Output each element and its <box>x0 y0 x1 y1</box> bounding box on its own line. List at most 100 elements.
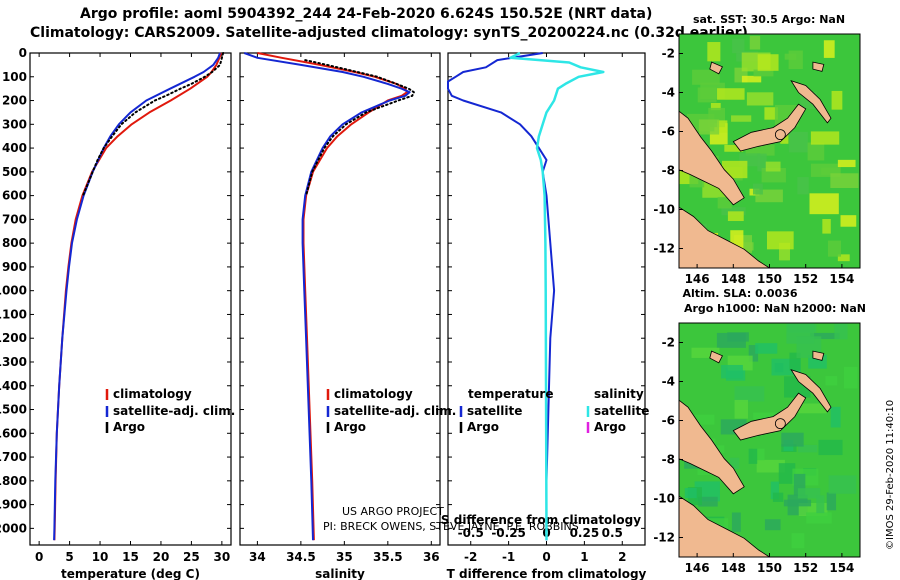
map-land <box>678 110 745 206</box>
map-land <box>709 61 723 75</box>
panel-salinity: 34 34.5 35 35.5 36 salinity climatology satelli… <box>239 52 579 580</box>
map-texture <box>748 448 758 464</box>
y-tick-label: 1300 <box>0 355 27 369</box>
lon-tick-label: 148 <box>721 561 746 575</box>
map-texture <box>757 153 767 172</box>
lon-tick-label: 152 <box>793 561 818 575</box>
y-tick-label: 1100 <box>0 307 27 321</box>
y-tick-label: 400 <box>2 141 27 155</box>
map-texture <box>783 499 812 507</box>
map-land <box>678 399 745 495</box>
map-texture <box>830 173 859 188</box>
x-tick-label: 35 <box>336 550 353 564</box>
map-texture <box>778 463 796 484</box>
map-texture <box>734 386 765 402</box>
y-tick-label: 2000 <box>0 521 27 535</box>
x-axis-label: temperature (deg C) <box>61 567 200 580</box>
series-argo <box>304 59 415 197</box>
map-texture <box>827 240 841 257</box>
y-tick-label: 1900 <box>0 498 27 512</box>
map-land <box>732 103 807 152</box>
legend-s-satellite: satellite <box>594 404 649 418</box>
map-texture <box>724 144 744 152</box>
map-land <box>790 369 832 413</box>
map-texture <box>806 512 832 524</box>
series-argo <box>82 52 225 197</box>
top-axis-label: S difference from climatology <box>441 513 641 527</box>
legend-temperature-title: temperature <box>468 387 553 401</box>
map-texture <box>741 75 762 83</box>
map-texture <box>707 42 721 62</box>
series-satellite-adj-clim- <box>243 52 411 541</box>
x-tick-label: 25 <box>183 550 200 564</box>
map-texture <box>809 193 839 215</box>
top-tick-label: 0.25 <box>570 526 600 540</box>
map-texture <box>752 183 763 195</box>
map-texture <box>831 90 843 110</box>
map-texture <box>765 161 781 172</box>
map-texture <box>837 254 850 262</box>
legend-climatology: climatology <box>334 387 413 401</box>
map-texture <box>830 406 841 428</box>
lon-tick-label: 154 <box>829 561 854 575</box>
x-tick-label: -1 <box>502 550 515 564</box>
x-tick-label: 34.5 <box>286 550 316 564</box>
y-tick-label: 1000 <box>0 284 27 298</box>
top-tick-label: 0.5 <box>602 526 623 540</box>
lat-tick-label: -4 <box>662 86 675 100</box>
map-texture <box>749 35 761 50</box>
title-line-1: Argo profile: aoml 5904392_244 24-Feb-20… <box>80 6 653 22</box>
map-texture <box>828 475 857 494</box>
map-texture <box>843 366 858 389</box>
map-texture <box>781 432 804 447</box>
series-climatology <box>53 52 223 541</box>
map-texture <box>791 533 805 549</box>
map-texture <box>745 144 775 156</box>
map-texture <box>789 352 801 371</box>
y-tick-label: 500 <box>2 165 27 179</box>
x-tick-label: 15 <box>122 550 139 564</box>
map-texture <box>727 211 744 222</box>
x-tick-label: 0 <box>35 550 43 564</box>
series-temperature-satellite <box>447 52 556 541</box>
y-tick-label: 600 <box>2 189 27 203</box>
legend-satellite: satellite-adj. clim. <box>113 404 235 418</box>
map-texture <box>748 345 759 362</box>
lat-tick-label: -8 <box>662 164 675 178</box>
map-texture <box>822 219 831 234</box>
map-texture <box>691 347 720 358</box>
map-texture <box>798 403 827 414</box>
map-texture <box>731 115 752 122</box>
map-texture <box>793 473 806 496</box>
legend-t-argo: Argo <box>467 420 499 434</box>
map-bottom: -2 -4 -6 -8 -10 -12 146 148 150 152 154 <box>653 322 861 575</box>
top-tick-label: -0.5 <box>458 526 484 540</box>
top-tick-label: -0.25 <box>491 526 526 540</box>
map-texture <box>837 159 856 168</box>
map-texture <box>761 167 786 183</box>
map-top: -2 -4 -6 -8 -10 -12 146 148 150 152 154 <box>653 33 861 286</box>
map-texture <box>807 142 825 161</box>
x-axis-label: salinity <box>315 567 365 580</box>
panel-temperature: 0100200300400500600700800900100011001200… <box>0 46 235 580</box>
map-texture <box>717 196 732 209</box>
map-texture <box>826 492 837 511</box>
y-tick-label: 1700 <box>0 450 27 464</box>
map-texture <box>734 399 748 419</box>
legend-argo: Argo <box>113 420 145 434</box>
y-tick-label: 1400 <box>0 379 27 393</box>
x-tick-label: 36 <box>423 550 440 564</box>
map-texture <box>717 120 728 133</box>
series-satellite-adj-clim- <box>53 52 221 541</box>
map-bottom-title-2: Argo h1000: NaN h2000: NaN <box>684 302 866 315</box>
series-climatology <box>257 52 408 541</box>
map-land <box>812 350 825 361</box>
map-texture <box>698 496 718 507</box>
map-texture <box>834 323 848 340</box>
map-texture <box>721 364 743 379</box>
lat-tick-label: -10 <box>653 492 675 506</box>
lat-tick-label: -2 <box>662 47 675 61</box>
map-texture <box>788 131 808 153</box>
lat-tick-label: -10 <box>653 203 675 217</box>
x-tick-label: 10 <box>92 550 109 564</box>
